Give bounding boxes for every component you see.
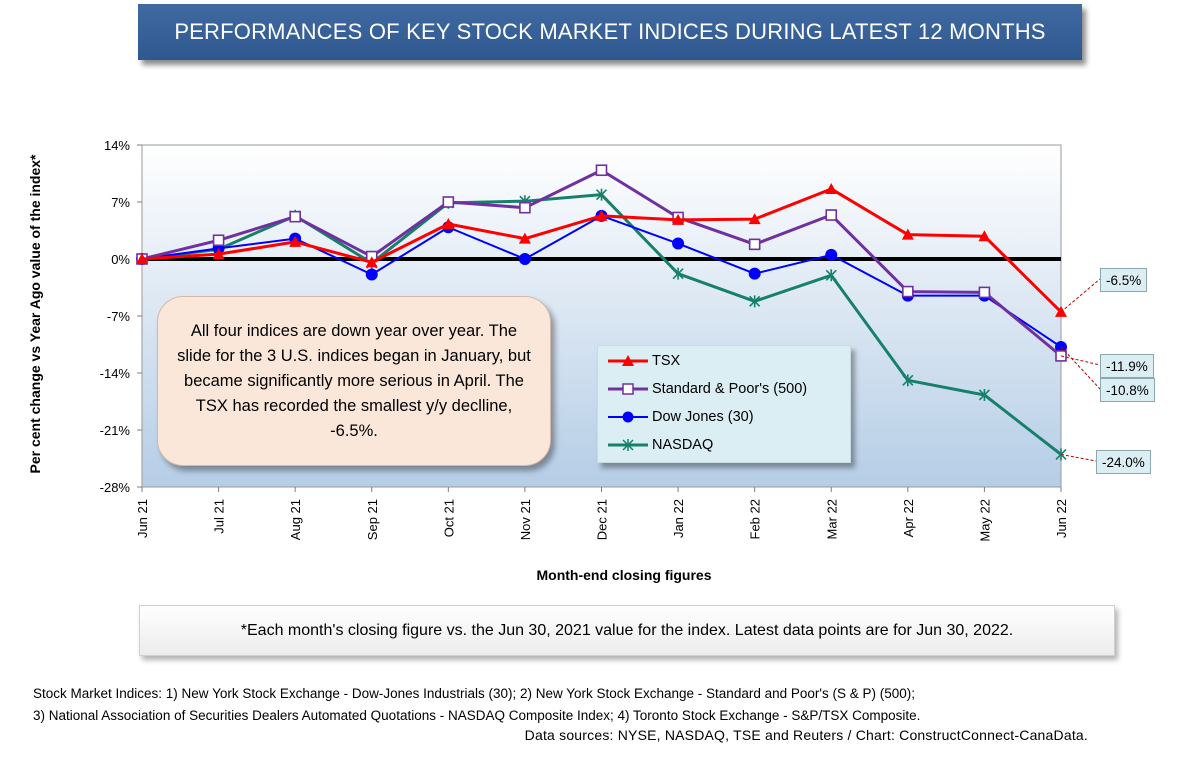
data-point-nasdaq — [672, 267, 684, 280]
legend-label-tsx: TSX — [652, 353, 681, 369]
x-tick-label: Jun 21 — [135, 499, 150, 538]
legend-item-tsx: TSX — [608, 350, 680, 372]
y-tick-label: -28% — [100, 480, 131, 495]
y-axis-label: Per cent change vs Year Ago value of the… — [27, 154, 43, 474]
data-point-tsx — [825, 182, 838, 194]
data-point-nasdaq — [749, 295, 761, 308]
data-point-nasdaq — [825, 269, 837, 282]
data-point-sp500 — [519, 201, 531, 214]
chart-title: PERFORMANCES OF KEY STOCK MARKET INDICES… — [138, 4, 1082, 60]
data-point-tsx — [289, 235, 302, 247]
legend-item-dow: Dow Jones (30) — [608, 406, 754, 428]
sources-line-1: Stock Market Indices: 1) New York Stock … — [33, 686, 915, 701]
legend-swatch-tsx — [608, 355, 648, 366]
data-point-sp500 — [595, 164, 608, 177]
data-point-tsx — [748, 213, 761, 225]
x-tick-label: Mar 22 — [824, 499, 839, 539]
x-tick-label: Aug 21 — [288, 499, 303, 540]
data-point-sp500 — [289, 210, 301, 223]
legend-item-sp500: Standard & Poor's (500) — [608, 378, 807, 400]
footnote: *Each month's closing figure vs. the Jun… — [139, 605, 1115, 656]
data-point-sp500 — [902, 285, 914, 298]
data-point-sp500 — [442, 196, 455, 208]
x-tick-label: Jul 21 — [212, 499, 227, 534]
legend-swatch-dow — [608, 411, 648, 423]
data-point-sp500 — [748, 238, 761, 251]
data-point-nasdaq — [595, 188, 608, 201]
callout-dow: -10.8% — [1100, 378, 1155, 402]
legend-label-nasdaq: NASDAQ — [652, 437, 714, 453]
x-tick-label: Apr 22 — [901, 499, 916, 537]
callout-sp500: -11.9% — [1100, 354, 1154, 378]
callout-nasdaq: -24.0% — [1096, 450, 1151, 474]
x-tick-label: May 22 — [977, 499, 992, 542]
y-tick-label: 14% — [104, 138, 130, 153]
sources-line-2: 3) National Association of Securities De… — [33, 708, 921, 723]
data-point-tsx — [136, 253, 148, 264]
data-point-sp500 — [212, 234, 225, 247]
data-point-tsx — [212, 248, 225, 260]
x-axis-label: Month-end closing figures — [537, 567, 712, 583]
callout-leader-line — [1060, 278, 1101, 313]
data-point-tsx — [365, 256, 378, 268]
legend-item-nasdaq: NASDAQ — [608, 434, 713, 456]
footnote-text: *Each month's closing figure vs. the Jun… — [240, 621, 1014, 639]
sources-credit: Data sources: NYSE, NASDAQ, TSE and Reut… — [524, 727, 1088, 743]
data-point-tsx — [901, 228, 914, 240]
data-point-tsx — [672, 213, 685, 225]
axes: 14% 7% 0% -7% -14% -21% -28% Jun 21 Jul 21 Aug 21… — [100, 138, 1069, 542]
data-point-tsx — [595, 209, 608, 221]
data-point-dow — [518, 253, 531, 265]
y-tick-label: -14% — [100, 366, 131, 381]
data-point-nasdaq — [978, 388, 990, 401]
annotation-note: All four indices are down year over year… — [157, 296, 551, 466]
x-tick-label: Jun 22 — [1054, 499, 1069, 538]
callout-leader-line — [1060, 453, 1097, 462]
data-point-tsx — [442, 217, 455, 229]
annotation-text: All four indices are down year over year… — [177, 321, 531, 440]
callout-leader-line — [1060, 355, 1101, 366]
x-tick-label: Sep 21 — [365, 499, 380, 540]
data-point-tsx — [518, 232, 531, 244]
y-tick-label: -7% — [107, 309, 131, 324]
data-point-dow — [825, 248, 838, 261]
data-point-dow — [365, 268, 378, 281]
y-tick-label: -21% — [100, 423, 131, 438]
data-point-dow — [672, 237, 685, 250]
data-point-sp500 — [978, 286, 991, 299]
legend-swatch-nasdaq — [608, 439, 648, 451]
legend-label-dow: Dow Jones (30) — [652, 409, 754, 425]
data-point-sp500 — [825, 209, 838, 221]
legend-label-sp500: Standard & Poor's (500) — [652, 381, 808, 397]
x-tick-label: Nov 21 — [518, 499, 533, 540]
x-tick-label: Dec 21 — [595, 499, 610, 540]
data-point-dow — [748, 267, 761, 280]
callout-leader-line — [1060, 346, 1101, 390]
callout-tsx: -6.5% — [1100, 268, 1148, 292]
x-tick-label: Jan 22 — [671, 499, 686, 538]
data-point-tsx — [978, 230, 991, 242]
legend-swatch-sp500 — [608, 383, 648, 395]
y-tick-label: 7% — [111, 195, 130, 210]
x-tick-label: Oct 21 — [441, 499, 456, 537]
legend: TSX Standard & Poor's (500) Dow Jones (3… — [597, 345, 851, 463]
y-tick-label: 0% — [111, 252, 130, 267]
data-point-nasdaq — [902, 374, 914, 387]
x-tick-label: Feb 22 — [748, 499, 763, 539]
